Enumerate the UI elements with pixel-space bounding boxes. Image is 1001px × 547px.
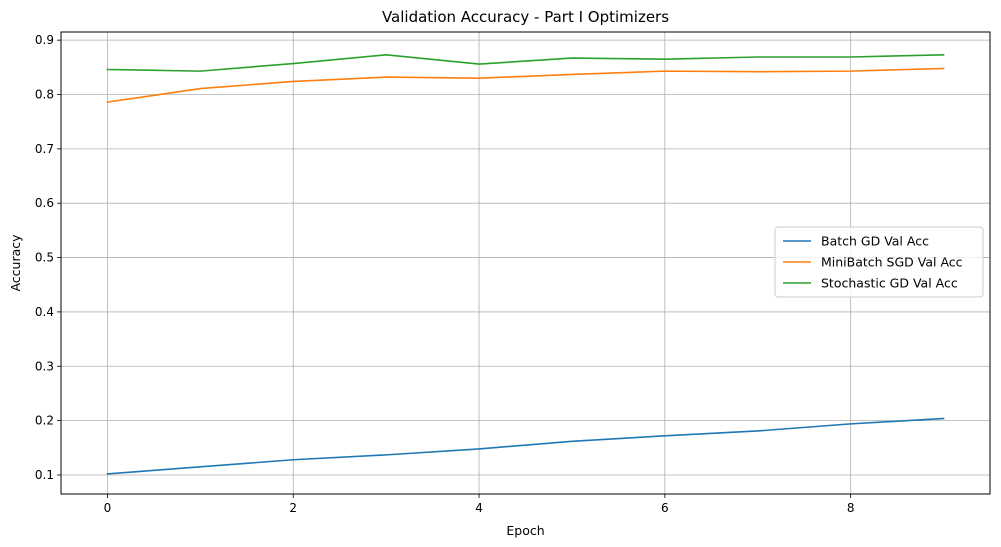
y-tick-label: 0.6 [35,196,54,210]
legend-label-2: MiniBatch SGD Val Acc [821,255,963,270]
series-line-3 [106,54,945,72]
x-tick-label: 6 [661,501,669,515]
x-tick-label: 0 [104,501,112,515]
chart-title: Validation Accuracy - Part I Optimizers [382,8,669,26]
y-tick-label: 0.4 [35,305,54,319]
x-axis-label: Epoch [506,523,544,538]
y-tick-label: 0.5 [35,251,54,265]
y-axis-label: Accuracy [8,234,23,292]
series-line-1 [106,417,945,475]
x-tick-label: 8 [847,501,855,515]
legend-label-3: Stochastic GD Val Acc [821,276,958,291]
plot-frame [60,31,991,495]
x-tick-label: 2 [289,501,297,515]
series-line-2 [106,67,945,104]
y-tick-label: 0.8 [35,88,54,102]
legend: Batch GD Val Acc MiniBatch SGD Val Acc Sto… [774,226,984,298]
legend-label-1: Batch GD Val Acc [821,234,929,249]
series-lines [106,54,945,475]
legend-box [774,226,984,298]
y-tick-label: 0.1 [35,468,54,482]
y-tick-label: 0.3 [35,359,54,373]
x-tick-label: 4 [475,501,483,515]
axis-ticks: 0 2 4 6 8 0.1 0.2 0.3 0.4 0.5 0.6 0.7 0.8 0.9 [35,33,855,515]
y-tick-label: 0.9 [35,33,54,47]
y-tick-label: 0.2 [35,414,54,428]
y-tick-label: 0.7 [35,142,54,156]
